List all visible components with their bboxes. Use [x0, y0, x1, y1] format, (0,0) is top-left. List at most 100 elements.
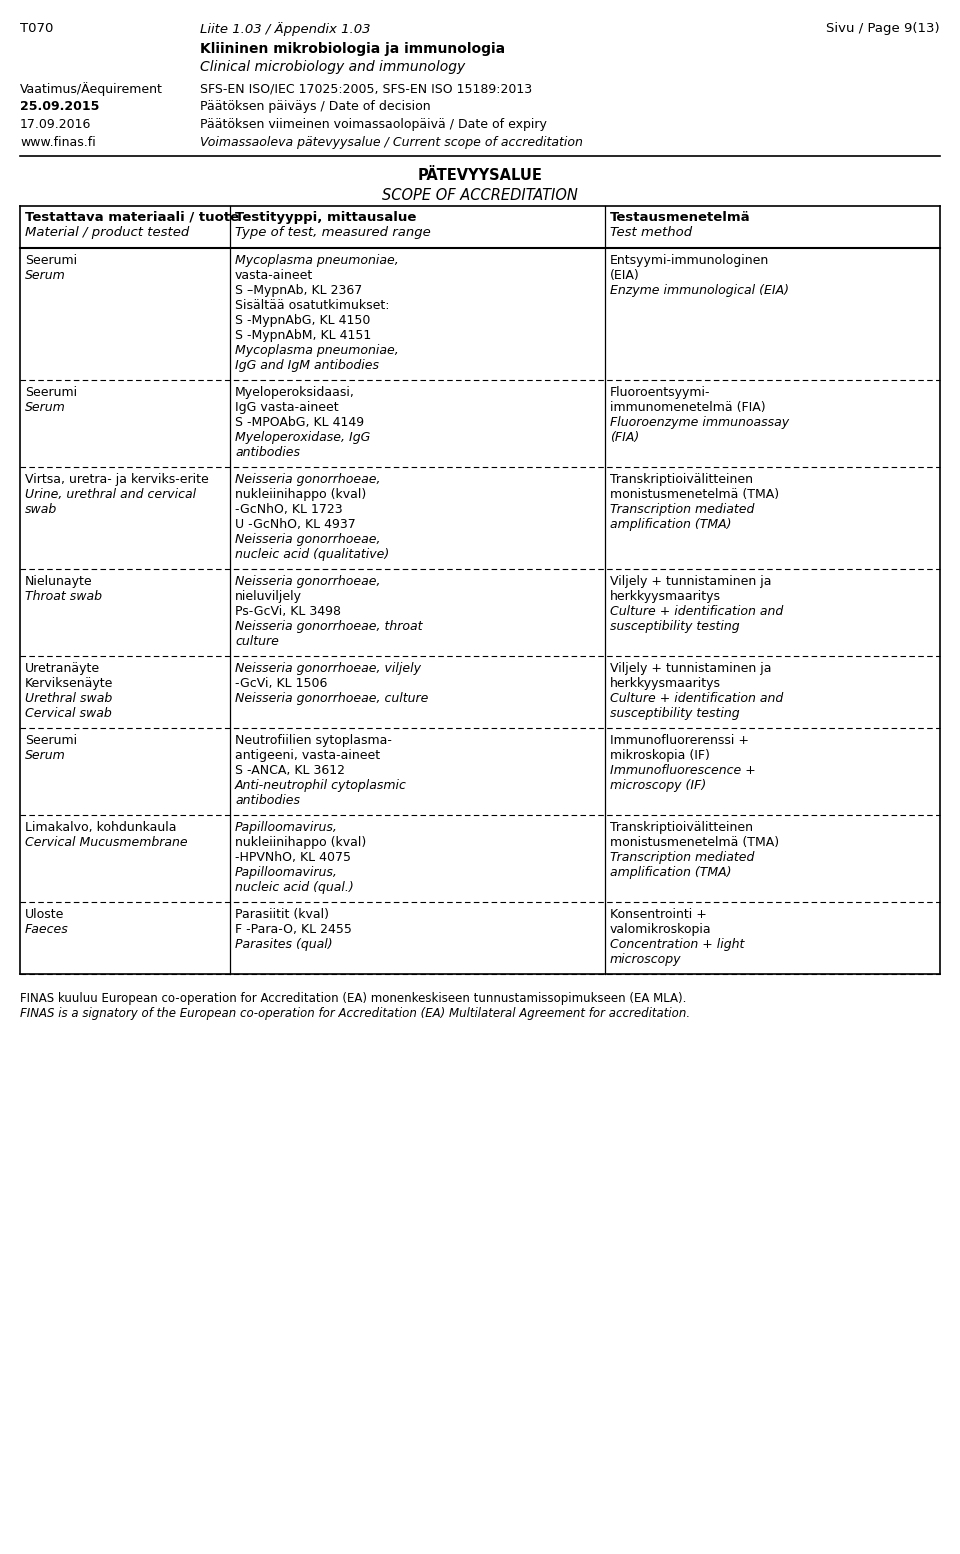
- Text: Throat swab: Throat swab: [25, 591, 102, 603]
- Text: microscopy (IF): microscopy (IF): [610, 779, 707, 793]
- Text: Immunofluorescence +: Immunofluorescence +: [610, 765, 756, 777]
- Text: Sisältää osatutkimukset:: Sisältää osatutkimukset:: [235, 298, 390, 312]
- Text: nucleic acid (qualitative): nucleic acid (qualitative): [235, 549, 389, 561]
- Text: Fluoroenzyme immunoassay: Fluoroenzyme immunoassay: [610, 416, 789, 429]
- Text: S -MPOAbG, KL 4149: S -MPOAbG, KL 4149: [235, 416, 364, 429]
- Text: Konsentrointi +: Konsentrointi +: [610, 908, 707, 922]
- Text: Anti-neutrophil cytoplasmic: Anti-neutrophil cytoplasmic: [235, 779, 407, 793]
- Text: Transkriptioivälitteinen: Transkriptioivälitteinen: [610, 821, 753, 834]
- Text: Seerumi: Seerumi: [25, 733, 77, 747]
- Text: Transkriptioivälitteinen: Transkriptioivälitteinen: [610, 472, 753, 486]
- Text: (FIA): (FIA): [610, 430, 639, 444]
- Text: immunomenetelmä (FIA): immunomenetelmä (FIA): [610, 401, 766, 413]
- Text: IgG vasta-aineet: IgG vasta-aineet: [235, 401, 339, 413]
- Text: S -MypnAbM, KL 4151: S -MypnAbM, KL 4151: [235, 329, 372, 342]
- Text: Type of test, measured range: Type of test, measured range: [235, 225, 431, 239]
- Text: Urethral swab: Urethral swab: [25, 692, 112, 706]
- Text: antibodies: antibodies: [235, 794, 300, 807]
- Text: Päätöksen viimeinen voimassaolopäivä / Date of expiry: Päätöksen viimeinen voimassaolopäivä / D…: [200, 118, 547, 131]
- Text: Mycoplasma pneumoniae,: Mycoplasma pneumoniae,: [235, 253, 398, 267]
- Text: Test method: Test method: [610, 225, 692, 239]
- Text: Parasiitit (kval): Parasiitit (kval): [235, 908, 329, 922]
- Text: Seerumi: Seerumi: [25, 385, 77, 399]
- Text: monistusmenetelmä (TMA): monistusmenetelmä (TMA): [610, 488, 780, 500]
- Text: Entsyymi-immunologinen: Entsyymi-immunologinen: [610, 253, 769, 267]
- Text: antibodies: antibodies: [235, 446, 300, 458]
- Text: IgG and IgM antibodies: IgG and IgM antibodies: [235, 359, 379, 371]
- Text: Testausmenetelmä: Testausmenetelmä: [610, 211, 751, 224]
- Text: Neisseria gonorrhoeae,: Neisseria gonorrhoeae,: [235, 533, 380, 545]
- Text: herkkyysmaaritys: herkkyysmaaritys: [610, 591, 721, 603]
- Text: Ps-GcVi, KL 3498: Ps-GcVi, KL 3498: [235, 605, 341, 618]
- Text: nukleiinihappo (kval): nukleiinihappo (kval): [235, 488, 367, 500]
- Text: FINAS kuuluu European co-operation for Accreditation (EA) monenkeskiseen tunnust: FINAS kuuluu European co-operation for A…: [20, 991, 686, 1005]
- Text: Viljely + tunnistaminen ja: Viljely + tunnistaminen ja: [610, 575, 772, 587]
- Text: Myeloperoksidaasi,: Myeloperoksidaasi,: [235, 385, 355, 399]
- Text: Liite 1.03 / Äppendix 1.03: Liite 1.03 / Äppendix 1.03: [200, 22, 371, 36]
- Text: Nielunayte: Nielunayte: [25, 575, 92, 587]
- Text: vasta-aineet: vasta-aineet: [235, 269, 313, 281]
- Text: 17.09.2016: 17.09.2016: [20, 118, 91, 131]
- Text: Parasites (qual): Parasites (qual): [235, 939, 332, 951]
- Text: susceptibility testing: susceptibility testing: [610, 620, 739, 632]
- Text: mikroskopia (IF): mikroskopia (IF): [610, 749, 709, 761]
- Text: microscopy: microscopy: [610, 953, 682, 967]
- Text: Urine, urethral and cervical: Urine, urethral and cervical: [25, 488, 196, 500]
- Text: Immunofluorerenssi +: Immunofluorerenssi +: [610, 733, 749, 747]
- Text: Enzyme immunological (EIA): Enzyme immunological (EIA): [610, 284, 789, 297]
- Text: -GcVi, KL 1506: -GcVi, KL 1506: [235, 678, 327, 690]
- Text: Neisseria gonorrhoeae,: Neisseria gonorrhoeae,: [235, 575, 380, 587]
- Text: Uretranäyte: Uretranäyte: [25, 662, 100, 674]
- Text: S -MypnAbG, KL 4150: S -MypnAbG, KL 4150: [235, 314, 371, 326]
- Text: SFS-EN ISO/IEC 17025:2005, SFS-EN ISO 15189:2013: SFS-EN ISO/IEC 17025:2005, SFS-EN ISO 15…: [200, 82, 532, 95]
- Text: amplification (TMA): amplification (TMA): [610, 866, 732, 880]
- Text: culture: culture: [235, 636, 278, 648]
- Text: Vaatimus/Äequirement: Vaatimus/Äequirement: [20, 82, 163, 96]
- Text: Material / product tested: Material / product tested: [25, 225, 189, 239]
- Text: www.finas.fi: www.finas.fi: [20, 137, 96, 149]
- Text: amplification (TMA): amplification (TMA): [610, 517, 732, 531]
- Text: Voimassaoleva pätevyysalue / Current scope of accreditation: Voimassaoleva pätevyysalue / Current sco…: [200, 137, 583, 149]
- Text: nieluviljely: nieluviljely: [235, 591, 302, 603]
- Text: Uloste: Uloste: [25, 908, 64, 922]
- Text: Sivu / Page 9(13): Sivu / Page 9(13): [827, 22, 940, 36]
- Text: Culture + identification and: Culture + identification and: [610, 605, 783, 618]
- Text: Viljely + tunnistaminen ja: Viljely + tunnistaminen ja: [610, 662, 772, 674]
- Text: Cervical swab: Cervical swab: [25, 707, 111, 720]
- Text: Neisseria gonorrhoeae, culture: Neisseria gonorrhoeae, culture: [235, 692, 428, 706]
- Text: Clinical microbiology and immunology: Clinical microbiology and immunology: [200, 61, 466, 75]
- Text: Päätöksen päiväys / Date of decision: Päätöksen päiväys / Date of decision: [200, 99, 431, 113]
- Text: Limakalvo, kohdunkaula: Limakalvo, kohdunkaula: [25, 821, 177, 834]
- Text: Fluoroentsyymi-: Fluoroentsyymi-: [610, 385, 710, 399]
- Text: monistusmenetelmä (TMA): monistusmenetelmä (TMA): [610, 836, 780, 848]
- Text: Kerviksenäyte: Kerviksenäyte: [25, 678, 113, 690]
- Text: Mycoplasma pneumoniae,: Mycoplasma pneumoniae,: [235, 343, 398, 357]
- Text: Cervical Mucusmembrane: Cervical Mucusmembrane: [25, 836, 187, 848]
- Text: FINAS is a signatory of the European co-operation for Accreditation (EA) Multila: FINAS is a signatory of the European co-…: [20, 1007, 690, 1019]
- Text: Concentration + light: Concentration + light: [610, 939, 744, 951]
- Text: Neisseria gonorrhoeae,: Neisseria gonorrhoeae,: [235, 472, 380, 486]
- Text: S -ANCA, KL 3612: S -ANCA, KL 3612: [235, 765, 345, 777]
- Text: Testattava materiaali / tuote: Testattava materiaali / tuote: [25, 211, 239, 224]
- Text: SCOPE OF ACCREDITATION: SCOPE OF ACCREDITATION: [382, 188, 578, 204]
- Text: Transcription mediated: Transcription mediated: [610, 503, 755, 516]
- Text: Serum: Serum: [25, 749, 65, 761]
- Text: Neisseria gonorrhoeae, viljely: Neisseria gonorrhoeae, viljely: [235, 662, 421, 674]
- Text: Transcription mediated: Transcription mediated: [610, 852, 755, 864]
- Text: Papilloomavirus,: Papilloomavirus,: [235, 821, 338, 834]
- Text: -HPVNhO, KL 4075: -HPVNhO, KL 4075: [235, 852, 351, 864]
- Text: Myeloperoxidase, IgG: Myeloperoxidase, IgG: [235, 430, 371, 444]
- Text: swab: swab: [25, 503, 58, 516]
- Text: Serum: Serum: [25, 269, 65, 281]
- Text: PÄTEVYYSALUE: PÄTEVYYSALUE: [418, 168, 542, 183]
- Text: (EIA): (EIA): [610, 269, 639, 281]
- Text: U -GcNhO, KL 4937: U -GcNhO, KL 4937: [235, 517, 356, 531]
- Text: Testityyppi, mittausalue: Testityyppi, mittausalue: [235, 211, 417, 224]
- Text: Seerumi: Seerumi: [25, 253, 77, 267]
- Text: nukleiinihappo (kval): nukleiinihappo (kval): [235, 836, 367, 848]
- Text: valomikroskopia: valomikroskopia: [610, 923, 711, 936]
- Text: Serum: Serum: [25, 401, 65, 413]
- Text: Papilloomavirus,: Papilloomavirus,: [235, 866, 338, 880]
- Text: S –MypnAb, KL 2367: S –MypnAb, KL 2367: [235, 284, 362, 297]
- Text: Virtsa, uretra- ja kerviks-erite: Virtsa, uretra- ja kerviks-erite: [25, 472, 208, 486]
